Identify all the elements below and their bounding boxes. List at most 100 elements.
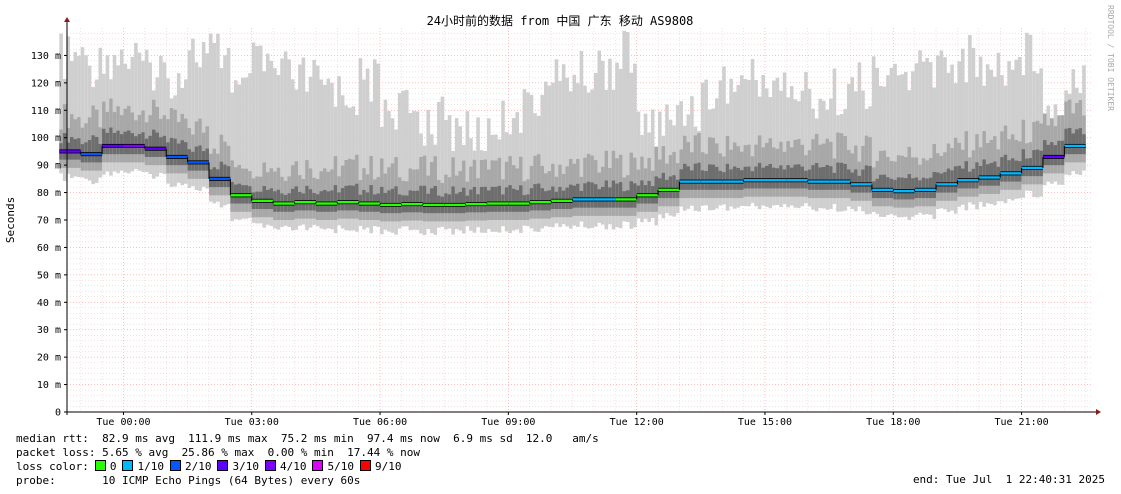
smoke-inner [198, 145, 202, 171]
smoke-inner [590, 182, 594, 208]
smoke-inner [907, 174, 912, 200]
smoke-inner [1003, 154, 1008, 182]
loss-swatch-label: 9/10 [374, 460, 402, 473]
smoke-inner [94, 136, 99, 163]
smoke-outer [761, 74, 765, 206]
smoke-outer [98, 47, 103, 178]
smoke-outer [269, 60, 274, 226]
smoke-inner [779, 165, 783, 189]
x-tick-labels: Tue 00:00 Tue 03:00 Tue 06:00 Tue 09:00 Tue … [96, 412, 1049, 428]
smoke-inner [519, 185, 523, 212]
median-point [315, 202, 338, 205]
smoke-outer [625, 32, 630, 223]
smoke-inner [911, 178, 915, 200]
smoke-outer [191, 38, 195, 187]
smoke-inner [91, 135, 95, 163]
smoke-outer [633, 63, 637, 228]
smoke-outer [903, 71, 908, 217]
median-point [444, 203, 466, 207]
smoke-outer [700, 82, 705, 206]
median-point [1064, 144, 1086, 148]
smoke-outer [629, 72, 634, 229]
smoke-outer [308, 76, 313, 228]
smoke-outer [237, 84, 242, 220]
smoke-inner [989, 163, 994, 186]
smoke-inner [601, 186, 605, 208]
smoke-outer [465, 111, 470, 227]
smoke-inner [323, 189, 327, 212]
smoke-outer [66, 36, 70, 174]
smoke-outer [230, 92, 234, 222]
median-point [807, 180, 830, 183]
smoke-inner [87, 140, 92, 163]
y-tick-label: 110 m [31, 106, 61, 117]
smoke-outer [807, 88, 812, 207]
median-point [615, 198, 637, 201]
smoke-outer [294, 89, 299, 230]
smoke-outer [401, 90, 406, 227]
smoke-outer [743, 79, 748, 207]
smoke-outer [846, 83, 851, 207]
smoke-outer [921, 61, 926, 215]
median-point [786, 179, 808, 182]
smoke-outer [576, 83, 580, 227]
smoke-inner [433, 186, 438, 214]
smoke-outer [925, 57, 929, 215]
smoke-outer [315, 65, 320, 227]
smoke-outer [554, 59, 559, 224]
smoke-outer [1007, 61, 1011, 200]
loss-swatch [359, 460, 371, 471]
smoke-inner [340, 188, 345, 211]
smoke-outer [943, 57, 947, 210]
smoke-inner [672, 175, 676, 199]
x-tick-label: Tue 18:00 [866, 417, 920, 428]
smoke-inner [62, 133, 67, 160]
smoke-inner [732, 166, 737, 190]
smoke-outer [290, 79, 295, 231]
smoke-outer [928, 62, 933, 215]
smoke-inner [854, 169, 858, 193]
smoke-inner [1010, 158, 1015, 182]
smoke-inner [1057, 140, 1061, 166]
smoke-inner [109, 127, 113, 155]
smoke-outer [80, 47, 85, 178]
x-axis-arrow [1096, 409, 1101, 415]
smoke-outer [73, 51, 78, 177]
smoke-outer [850, 77, 855, 209]
smoke-outer [886, 75, 890, 216]
median-point [850, 183, 872, 186]
smoke-inner [843, 163, 847, 190]
smoke-inner [187, 149, 192, 171]
smoke-outer [383, 99, 388, 230]
smoke-inner [975, 162, 979, 189]
smoke-outer [896, 75, 901, 218]
smoke-outer [747, 79, 751, 207]
smoke-inner [483, 186, 487, 213]
x-tick-label: Tue 00:00 [96, 417, 150, 428]
smoke-inner [276, 189, 281, 212]
smoke-inner [419, 185, 423, 213]
loss-swatch [264, 460, 276, 471]
smoke-inner [230, 181, 234, 204]
smoke-inner [558, 186, 562, 210]
median-point [380, 203, 402, 207]
smoke-inner [814, 163, 819, 190]
smoke-inner [479, 187, 484, 213]
smoke-outer [1025, 32, 1029, 191]
median-point [273, 202, 295, 205]
median-point [829, 180, 851, 183]
smoke-outer [572, 74, 577, 226]
smoke-outer [251, 42, 256, 223]
smoke-outer [636, 111, 641, 219]
smoke-outer [298, 64, 302, 226]
smoke-inner [169, 137, 174, 166]
smoke-inner [305, 185, 309, 211]
smoke-outer [593, 72, 598, 227]
loss-swatch [122, 460, 134, 471]
smoke-outer [337, 76, 341, 226]
smoke-inner [1042, 140, 1047, 166]
median-point [251, 199, 274, 202]
smoke-outer [1028, 34, 1033, 191]
x-tick-label: Tue 03:00 [225, 417, 279, 428]
smoke-inner [166, 142, 170, 166]
